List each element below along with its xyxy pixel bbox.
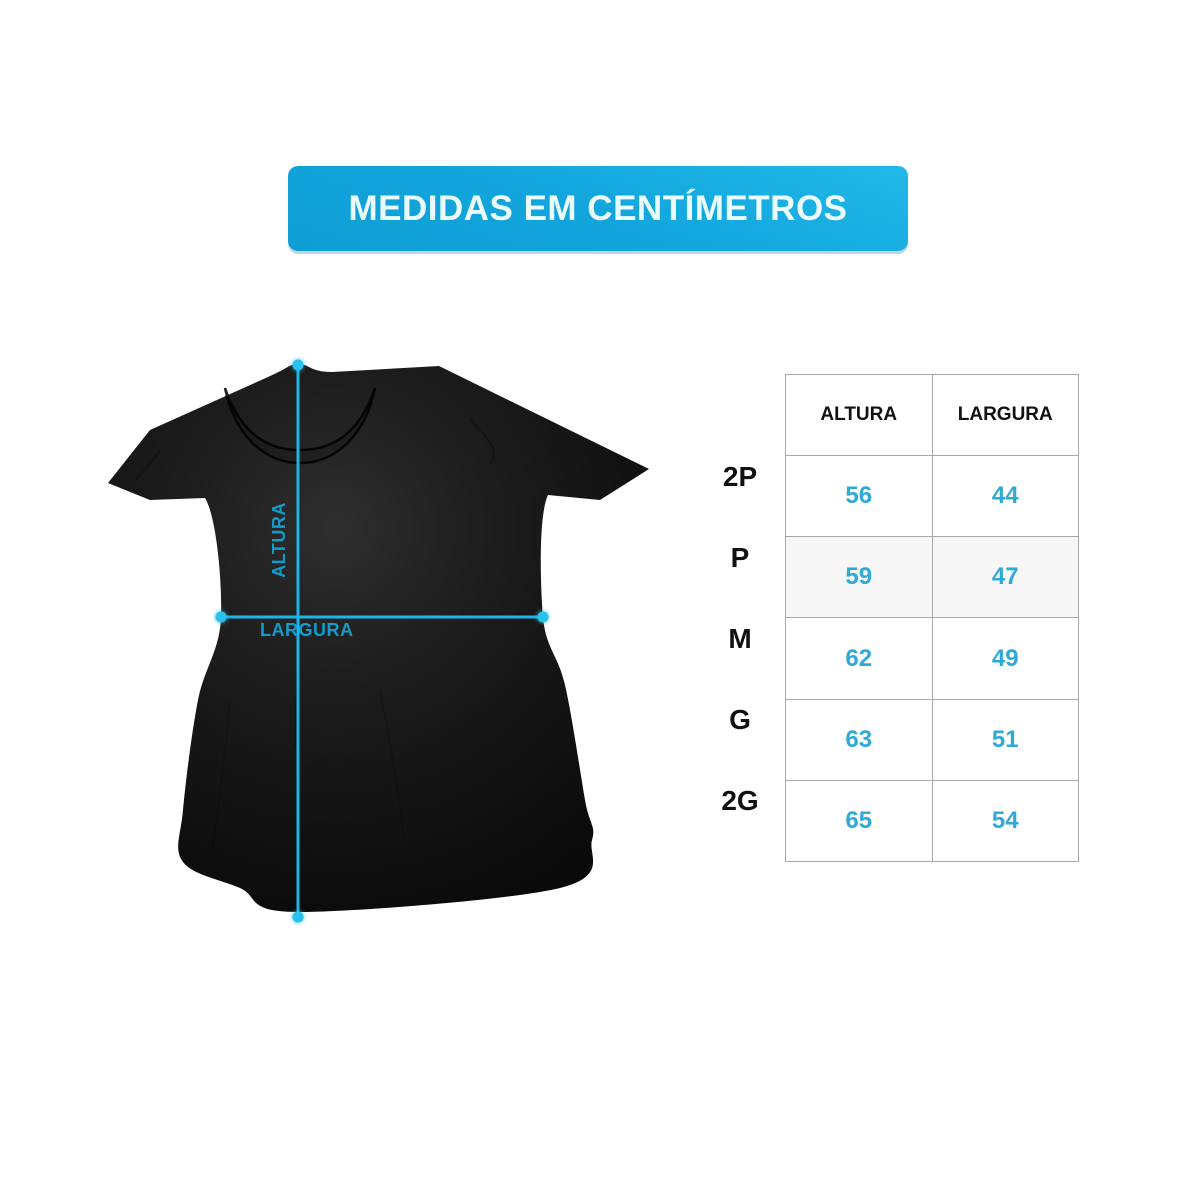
svg-text:LARGURA: LARGURA (260, 620, 354, 640)
svg-text:ALTURA: ALTURA (269, 502, 289, 578)
